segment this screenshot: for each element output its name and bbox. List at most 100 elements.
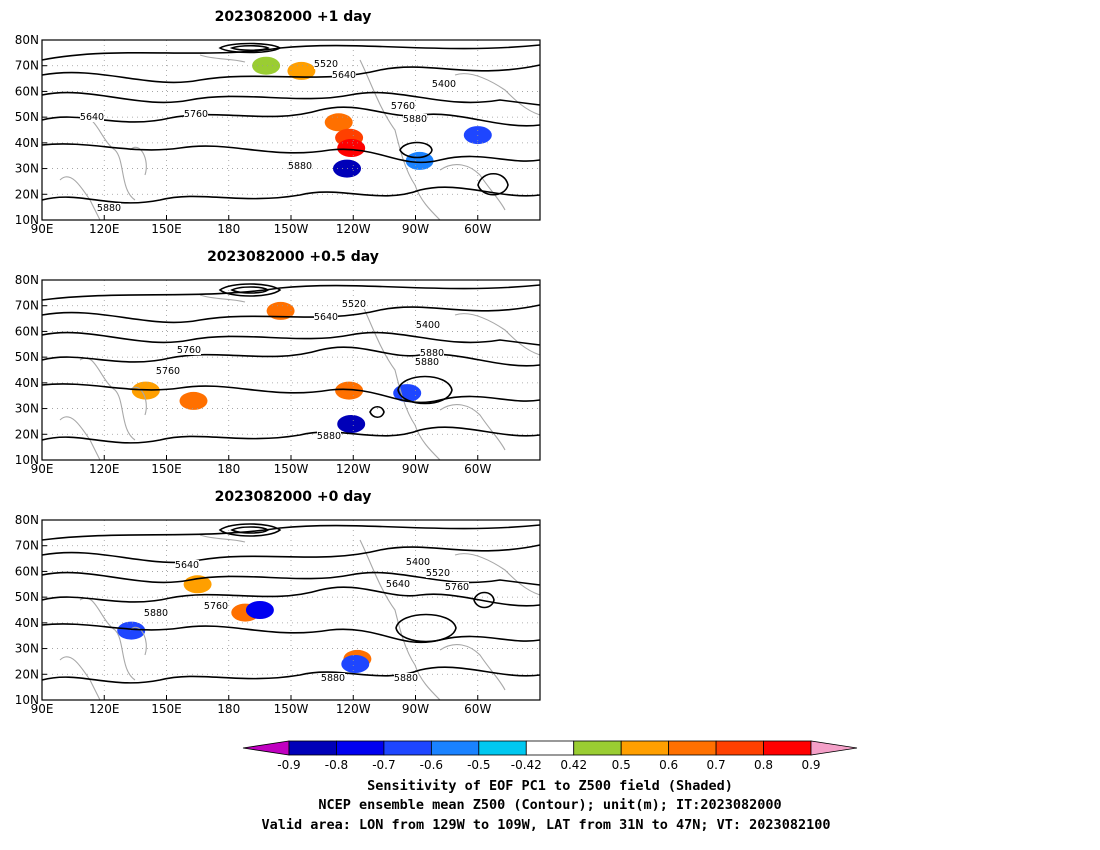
shading-layer	[117, 575, 372, 673]
lon-tick-label: 120E	[89, 222, 120, 236]
lon-tick-label: 120E	[89, 702, 120, 716]
colorbar-swatch	[668, 740, 717, 756]
z500-contour-line	[41, 284, 541, 301]
contour-label: 5400	[432, 79, 456, 90]
shading-patch	[337, 415, 366, 433]
coastline	[59, 416, 101, 461]
lat-tick-label: 70N	[15, 539, 39, 553]
contour-label-bg	[321, 673, 345, 683]
colorbar-tick-label: 0.8	[754, 758, 773, 772]
z500-contour-line	[41, 106, 541, 127]
colorbar-tick-label: 0.5	[612, 758, 631, 772]
contour-label-bg	[445, 582, 469, 592]
shading-layer	[252, 56, 492, 178]
z500-contour-line	[41, 586, 541, 607]
contour-label: 5880	[420, 348, 444, 359]
contour-label: 5520	[342, 299, 366, 310]
lat-tick-label: 40N	[15, 616, 39, 630]
contour-label: 5880	[415, 357, 439, 368]
contour-label-bg	[314, 312, 338, 322]
z500-contour-line	[41, 143, 541, 164]
colorbar-swatch	[715, 740, 764, 756]
lat-tick-label: 40N	[15, 376, 39, 390]
coastline	[199, 534, 246, 543]
contour-label: 5880	[144, 608, 168, 619]
coastline	[454, 553, 541, 596]
shading-patch	[335, 381, 364, 400]
caption-line-1: Sensitivity of EOF PC1 to Z500 field (Sh…	[367, 778, 733, 794]
contour-label-bg	[415, 357, 439, 367]
z500-contour-line	[477, 172, 509, 196]
z500-contour-line	[41, 91, 541, 106]
shading-patch	[324, 113, 353, 132]
contour-label-bg	[391, 101, 415, 111]
contour-label-bg	[386, 579, 410, 589]
z500-contours	[41, 283, 541, 444]
shading-patch	[337, 139, 366, 157]
lon-tick-label: 120W	[336, 702, 371, 716]
lat-tick-label: 20N	[15, 427, 39, 441]
z500-contour-line	[395, 613, 457, 643]
colorbar-tick-label: -0.7	[372, 758, 395, 772]
lat-tick-label: 10N	[15, 693, 39, 707]
coastline	[439, 164, 506, 211]
coastline	[59, 176, 101, 221]
contour-label-bg	[204, 601, 228, 611]
z500-contour-line	[399, 141, 433, 159]
lat-tick-label: 30N	[15, 162, 39, 176]
z500-contour-line	[41, 544, 541, 564]
z500-contour-line	[473, 591, 495, 609]
z500-contour-line	[41, 666, 541, 684]
colorbar-tick-label: 0.7	[707, 758, 726, 772]
contour-label-bg	[156, 366, 180, 376]
lat-tick-label: 40N	[15, 136, 39, 150]
lon-tick-label: 90E	[31, 222, 54, 236]
coastline	[59, 656, 101, 701]
panel-title: 2023082000 +0.5 day	[207, 249, 379, 265]
shading-patch	[179, 391, 208, 410]
colorbar-tick-label: -0.6	[420, 758, 443, 772]
lat-tick-label: 10N	[15, 213, 39, 227]
z500-contours	[41, 42, 541, 204]
contour-label-bg	[403, 114, 427, 124]
shading-patch	[117, 621, 146, 640]
lon-tick-label: 180	[217, 462, 240, 476]
colorbar-min-arrow	[242, 740, 290, 756]
colorbar: -0.9 -0.8 -0.7 -0.6 -0.5 -0.42 0.42 0.5 0.6 0.7 0.…	[242, 740, 858, 772]
lat-tick-label: 20N	[15, 667, 39, 681]
colorbar-swatch	[288, 740, 337, 756]
contour-label-bg	[342, 299, 366, 309]
lat-tick-label: 30N	[15, 402, 39, 416]
z500-contour-line	[41, 44, 541, 61]
z500-contour-line	[218, 523, 282, 537]
lon-tick-label: 90W	[402, 462, 429, 476]
lon-tick-label: 90E	[31, 462, 54, 476]
z500-contour-line	[218, 42, 282, 54]
grid-lines	[42, 520, 540, 700]
caption-line-3: Valid area: LON from 129W to 109W, LAT f…	[262, 817, 831, 833]
lat-tick-label: 50N	[15, 350, 39, 364]
lon-tick-label: 150W	[274, 462, 309, 476]
z500-contour-line	[41, 331, 541, 346]
lon-tick-label: 180	[217, 702, 240, 716]
contour-label: 5640	[386, 579, 410, 590]
colorbar-max-arrow	[810, 740, 858, 756]
z500-contour-line	[41, 524, 541, 541]
z500-contours	[41, 523, 541, 684]
lon-tick-label: 60W	[464, 702, 491, 716]
lon-tick-label: 90W	[402, 702, 429, 716]
contour-label-bg	[80, 112, 104, 122]
contour-label: 5880	[97, 203, 121, 214]
contour-label: 5880	[394, 673, 418, 684]
z500-contour-line	[230, 526, 270, 534]
contour-label: 5640	[175, 560, 199, 571]
lat-tick-label: 20N	[15, 187, 39, 201]
contour-label-bg	[184, 109, 208, 119]
colorbar-swatch	[336, 740, 385, 756]
z500-contour-line	[41, 426, 541, 444]
contour-label: 5760	[184, 109, 208, 120]
panel-title: 2023082000 +1 day	[215, 9, 372, 25]
contour-label: 5400	[416, 320, 440, 331]
